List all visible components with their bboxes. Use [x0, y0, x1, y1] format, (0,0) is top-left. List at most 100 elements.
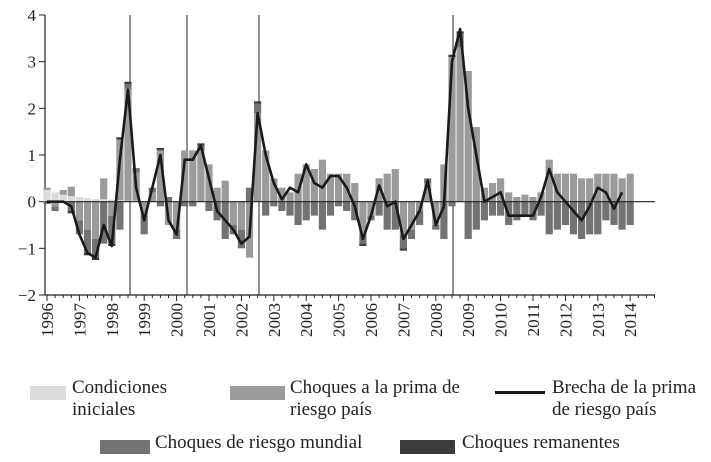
bar-segment — [432, 225, 440, 230]
bar-segment — [43, 190, 51, 202]
x-tick-label: 2004 — [297, 303, 316, 338]
bar-segment — [399, 248, 407, 251]
bar-segment — [164, 197, 173, 202]
legend-label: Condiciones iniciales — [72, 377, 167, 420]
bar-segment — [173, 201, 181, 230]
legend-swatch — [495, 391, 545, 394]
bar-segment — [529, 201, 537, 221]
x-tick-label: 2010 — [492, 303, 511, 337]
bar-segment — [75, 220, 83, 235]
bar-segment — [326, 173, 335, 202]
bar-segment — [513, 201, 521, 221]
bar-segment — [116, 200, 124, 202]
bar-segment — [140, 201, 148, 216]
bar-segment — [521, 194, 529, 202]
bar-segment — [359, 201, 367, 235]
x-tick-label: 2006 — [362, 303, 381, 337]
bar-segment — [545, 201, 553, 235]
bar-segment — [561, 201, 569, 225]
bar-segment — [237, 229, 245, 249]
bar-segment — [399, 201, 407, 235]
legend-label: Brecha de la prima de riesgo país — [552, 377, 697, 420]
x-tick-label: 1997 — [70, 303, 89, 338]
bar-segment — [594, 201, 602, 235]
bar-segment — [92, 239, 100, 258]
bar-segment — [505, 192, 513, 202]
line — [47, 27, 624, 259]
bar-segment — [108, 201, 116, 216]
bar-segment — [602, 173, 610, 202]
y-tick-label: 1 — [28, 146, 37, 165]
bar-segment — [521, 201, 529, 216]
bar-segment — [399, 234, 407, 249]
bar-segment — [383, 173, 391, 202]
x-tick-label: 2011 — [524, 303, 543, 336]
y-tick-label: 0 — [28, 193, 37, 212]
x-tick-label: 2007 — [394, 303, 413, 338]
bar-segment — [497, 201, 505, 216]
bar-segment — [456, 47, 464, 202]
bar-segment — [92, 198, 100, 202]
x-tick-label: 2001 — [200, 303, 219, 337]
bar-segment — [51, 206, 59, 211]
bar-segment — [513, 197, 521, 202]
bar-segment — [545, 159, 553, 202]
bar-segment — [254, 113, 262, 202]
bar-segment — [156, 148, 164, 151]
x-tick-label: 2005 — [330, 303, 349, 337]
bar-segment — [278, 201, 286, 211]
bar-segment — [156, 201, 164, 207]
chart: −2 −1 0 1 2 3 4 1996 1997 1998 1999 2000 2001 2002 200… — [18, 6, 655, 338]
bar-segment — [610, 201, 618, 225]
bar-segment — [116, 201, 124, 230]
bar-segment — [108, 199, 116, 202]
bar-segment — [407, 201, 416, 230]
bar-segment — [237, 201, 245, 230]
bar-segment — [302, 164, 310, 202]
legend-label: Choques remanentes — [462, 432, 620, 453]
bar-segment — [310, 169, 318, 202]
bar-segment — [586, 201, 594, 235]
bar-segment — [302, 201, 310, 221]
legend-swatch — [400, 440, 455, 454]
bar-segment — [561, 173, 569, 202]
bar-segment — [83, 197, 92, 202]
bar-segment — [51, 192, 59, 202]
bar-segment — [132, 168, 140, 173]
bar-segment — [229, 201, 237, 225]
bar-segment — [318, 201, 326, 230]
bar-segment — [254, 101, 262, 104]
bar-segment — [383, 201, 391, 230]
bar-segment — [100, 199, 108, 202]
bar-segment — [221, 180, 229, 202]
bar-segment — [618, 201, 626, 230]
x-tick-label: 2008 — [427, 303, 446, 337]
bar-segment — [51, 201, 59, 207]
bar-segment — [43, 187, 51, 190]
bar-segment — [124, 84, 132, 89]
bar-segment — [286, 201, 294, 216]
bar-segment — [488, 201, 497, 216]
bar-segment — [407, 229, 416, 239]
bar-segment — [92, 201, 100, 239]
bar-segment — [100, 178, 108, 200]
bar-segment — [497, 178, 505, 202]
bar-segment — [553, 173, 561, 202]
bar-segment — [270, 178, 278, 202]
bar-segment — [262, 150, 270, 202]
bar-segment — [569, 173, 578, 202]
bar-segment — [116, 137, 124, 140]
bar-segment — [391, 201, 399, 230]
bar-segment — [59, 194, 67, 202]
bar-segment — [310, 201, 318, 216]
bar-segment — [553, 201, 561, 230]
bar-segment — [335, 201, 343, 207]
bar-segment — [189, 201, 197, 207]
bar-segment — [488, 183, 497, 202]
bar-segment — [448, 54, 456, 57]
bar-segment — [367, 201, 375, 216]
bar-segment — [602, 201, 610, 221]
bar-segment — [586, 178, 594, 202]
bar-segment — [375, 201, 383, 216]
bar-segment — [448, 57, 456, 202]
